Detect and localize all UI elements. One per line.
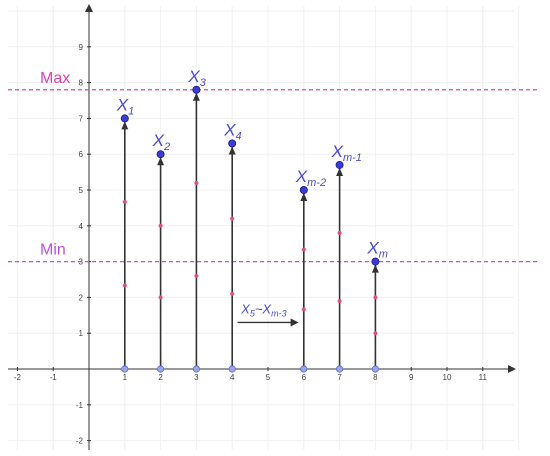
y-tick-label: 5 (79, 186, 84, 195)
baseline-point (371, 365, 379, 373)
data-point (299, 185, 308, 194)
data-point (120, 114, 129, 123)
point-label: Xm-2 (295, 167, 326, 189)
stem-midpoint (337, 298, 342, 303)
stem-midpoint (373, 295, 378, 300)
baseline-point (121, 365, 129, 373)
gap-annotation: X5~Xm-3 (237, 302, 299, 327)
baseline-point (335, 365, 344, 373)
data-point (228, 139, 237, 148)
y-tick-label: 4 (79, 222, 84, 231)
y-tick-label: 8 (79, 79, 84, 88)
baseline-point (192, 365, 200, 373)
stem-arrow (121, 121, 129, 130)
point-label: X1 (116, 95, 134, 117)
point-label: X2 (152, 131, 170, 153)
y-tick-label: 2 (79, 293, 84, 302)
x-tick-label: 5 (266, 373, 271, 382)
reference-lines: Max Min (8, 70, 540, 263)
x-tick-label: -2 (14, 373, 22, 382)
y-tick-label: 7 (79, 114, 84, 123)
stem-midpoint (230, 216, 235, 221)
stem-midpoint (122, 199, 127, 204)
x-tick-label: 1 (123, 373, 128, 382)
x-tick-label: 11 (479, 373, 488, 382)
x-tick-label: 10 (443, 373, 452, 382)
y-tick-label: 1 (79, 329, 84, 338)
stem-arrow (157, 157, 165, 166)
y-tick-label: -2 (76, 437, 84, 446)
point-label: X4 (223, 120, 241, 142)
stems (120, 85, 380, 373)
x-tick-label: 8 (373, 373, 378, 382)
x-tick-label: 2 (158, 373, 163, 382)
gap-label: X5~Xm-3 (240, 302, 286, 319)
x-tick-label: 3 (194, 373, 199, 382)
stem-arrow (300, 193, 308, 201)
stem-midpoint (373, 331, 378, 336)
y-tick-label: 9 (79, 43, 84, 52)
stem-midpoint (158, 295, 163, 300)
ref-label-min: Min (40, 242, 66, 259)
x-tick-label: 4 (230, 373, 235, 382)
stem-midpoint (194, 273, 199, 278)
stem-midpoint (337, 230, 342, 235)
stem-midpoint (301, 247, 306, 252)
x-tick-label: 6 (302, 373, 307, 382)
point-label: X3 (187, 67, 206, 89)
data-point (192, 85, 201, 94)
stem-midpoint (230, 291, 235, 296)
baseline-point (228, 365, 236, 373)
point-label: Xm-1 (331, 142, 362, 164)
x-tick-label: -1 (50, 373, 58, 382)
point-label: Xm (366, 239, 388, 261)
stem-midpoint (301, 307, 306, 312)
ref-label-max: Max (40, 70, 70, 87)
stem-midpoint (158, 223, 163, 228)
y-tick-label: 6 (79, 150, 84, 159)
stem-midpoint (194, 180, 199, 185)
x-tick-label: 7 (337, 373, 342, 382)
stem-midpoint (122, 283, 127, 288)
stem-arrow (371, 264, 379, 273)
data-point (371, 257, 380, 266)
stem-arrow (192, 92, 200, 101)
stem-arrow (228, 146, 236, 155)
stem-arrow (336, 167, 344, 176)
data-point (156, 150, 165, 159)
baseline-point (157, 365, 165, 373)
y-tick-label: -1 (76, 401, 84, 410)
point-labels: X1 X2 X3 X4 Xm-2Xm-1 Xm (116, 67, 388, 261)
grid (8, 6, 520, 450)
baseline-point (300, 365, 308, 373)
data-point (335, 160, 344, 169)
x-tick-label: 9 (409, 373, 414, 382)
